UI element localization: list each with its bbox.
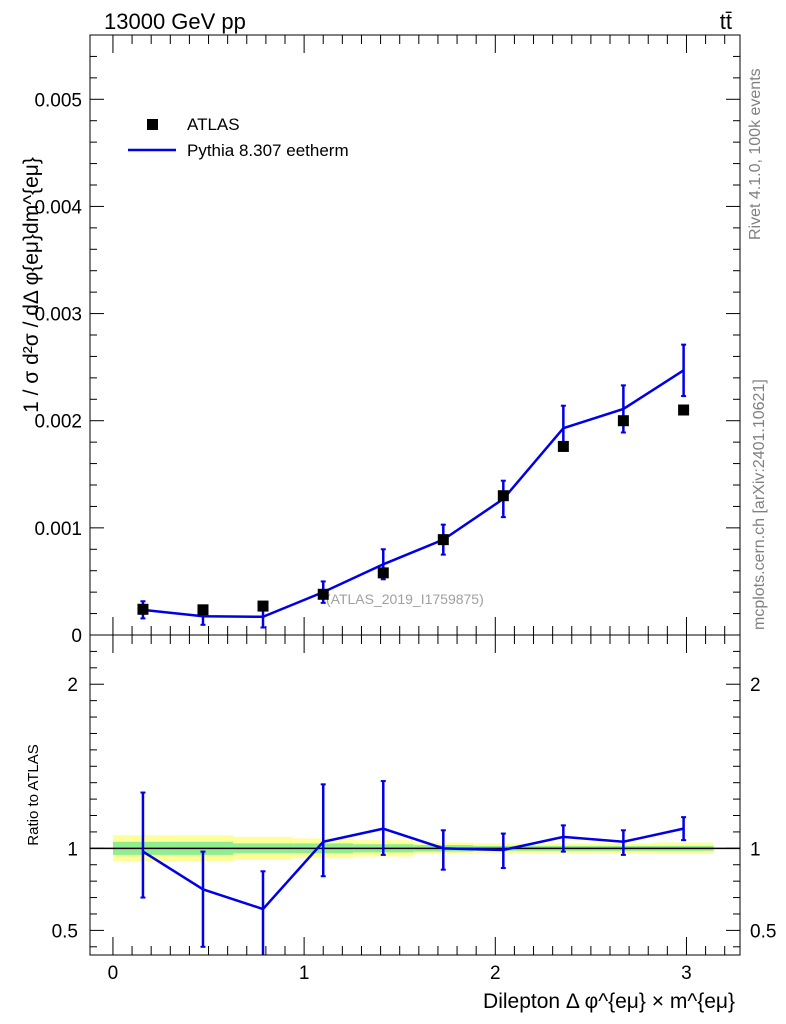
main-ytick-label: 0.004 xyxy=(34,197,82,218)
main-ytick-label: 0 xyxy=(71,626,82,647)
mc-error-bars xyxy=(140,343,687,629)
ratio-ytick-labels: 0.5 0.5 1 1 2 2 xyxy=(52,675,777,942)
ratio-ylabel: Ratio to ATLAS xyxy=(25,744,42,845)
ratio-ytick-label-right: 0.5 xyxy=(750,921,776,942)
main-ytick-labels: 0 0.001 0.002 0.003 0.004 0.005 xyxy=(34,90,82,647)
ratio-series-line xyxy=(142,827,684,911)
main-ytick-label: 0.003 xyxy=(34,305,82,326)
mc-series-line xyxy=(142,369,685,619)
header-process-label: tt̄ xyxy=(720,9,732,34)
legend-marker-data xyxy=(147,119,158,130)
main-ytick-label: 0.002 xyxy=(34,412,82,433)
ratio-xtick-label: 0 xyxy=(108,963,119,984)
legend: ATLAS Pythia 8.307 eetherm xyxy=(128,115,349,160)
data-point xyxy=(377,567,389,579)
ratio-ytick-label-left: 2 xyxy=(67,675,78,696)
data-point xyxy=(197,604,209,616)
main-panel: 0 0.001 0.002 0.003 0.004 0.005 (ATLAS_2019_I… xyxy=(20,34,741,647)
analysis-label: (ATLAS_2019_I1759875) xyxy=(326,591,484,607)
main-ylabel: 1 / σ d²σ / dΔ φ{eμ}dm^{eμ} xyxy=(20,157,43,413)
ratio-xtick-label: 1 xyxy=(299,963,310,984)
source-label: mcplots.cern.ch [arXiv:2401.10621] xyxy=(751,379,768,630)
data-point xyxy=(678,404,690,416)
data-point xyxy=(497,490,509,502)
main-ytick-label: 0.001 xyxy=(34,519,82,540)
data-point xyxy=(557,440,569,452)
ratio-xtick-labels: 0 1 2 3 xyxy=(108,963,692,984)
ratio-frame xyxy=(89,634,741,956)
header-collision-label: 13000 GeV pp xyxy=(104,9,246,34)
data-point xyxy=(137,603,149,615)
ratio-ytick-label-right: 1 xyxy=(750,839,761,860)
data-point xyxy=(437,534,449,546)
data-point xyxy=(617,415,629,427)
data-point xyxy=(317,588,329,600)
main-ticks xyxy=(90,34,740,636)
rivet-version-label: Rivet 4.1.0, 100k events xyxy=(747,68,764,240)
ratio-error-bars xyxy=(140,780,687,955)
legend-label-mc: Pythia 8.307 eetherm xyxy=(187,141,349,160)
ratio-ytick-label-right: 2 xyxy=(750,675,761,696)
ratio-xtick-label: 3 xyxy=(681,963,692,984)
data-markers xyxy=(137,404,690,616)
xaxis-label: Dilepton Δ φ^{eμ} × m^{eμ} xyxy=(483,990,735,1013)
ratio-ytick-label-left: 1 xyxy=(67,839,78,860)
ratio-ticks xyxy=(90,634,740,955)
ratio-xtick-label: 2 xyxy=(490,963,501,984)
ratio-panel: 0.5 0.5 1 1 2 2 0 1 2 3 Ratio to ATLAS xyxy=(25,634,777,984)
main-ytick-label: 0.005 xyxy=(34,90,82,111)
ratio-ytick-label-left: 0.5 xyxy=(52,921,78,942)
legend-label-data: ATLAS xyxy=(187,115,240,134)
data-point xyxy=(257,600,269,612)
